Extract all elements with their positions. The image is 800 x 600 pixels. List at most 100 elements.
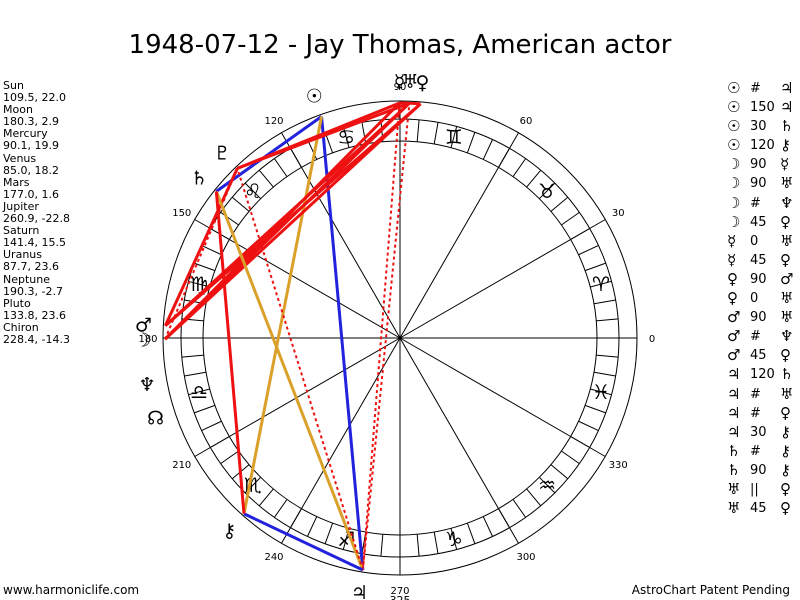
aspect-row: ♅ 45 ♀ — [727, 499, 797, 518]
aspect-planet-2: ♃ — [780, 98, 794, 117]
aspect-list: ☉ # ♃ ☉ 150 ♃ ☉ 30 ♄ ☉ 120 ⚷ ☽ 90 ☿ ☽ 90 ♅ ☽ # ♆ ☽ 45 ♀ ☿ 0 ♅ ☿ 45 ♀ ♀… — [727, 79, 797, 518]
aspect-planet-1: ☉ — [727, 117, 741, 136]
degree-tick — [380, 534, 384, 557]
chart-title: 1948-07-12 - Jay Thomas, American actor — [128, 30, 672, 60]
aspect-row: ☽ 90 ♅ — [727, 174, 797, 193]
degree-tick — [188, 280, 210, 288]
aspect-planet-1: ♀ — [727, 269, 738, 288]
aspect-symbol: 90 — [750, 157, 767, 173]
aspect-line-moon-pluto — [164, 167, 239, 340]
aspect-row: ♃ 120 ♄ — [727, 365, 797, 384]
planet-name: Venus — [3, 151, 37, 165]
aspect-planet-1: ♂ — [727, 346, 741, 365]
aspect-planet-1: ♃ — [727, 384, 741, 403]
degree-label-extra: 325 — [390, 594, 411, 600]
taurus-icon: ♉ — [538, 179, 556, 203]
moon-icon: ☽ — [134, 329, 151, 351]
house-spoke — [194, 219, 401, 339]
degree-tick — [578, 244, 599, 256]
aspect-row: ♂ 90 ♅ — [727, 308, 797, 327]
aspect-line-mercury-jupiter — [361, 102, 401, 571]
sun-icon: ☉ — [306, 86, 323, 108]
aspect-symbol: 0 — [750, 291, 759, 307]
aspect-planet-1: ☿ — [727, 250, 737, 269]
degree-tick — [550, 196, 569, 212]
aspect-planet-2: ⚷ — [780, 441, 791, 460]
degree-tick — [596, 318, 619, 322]
aspect-symbol: 90 — [750, 310, 767, 326]
aspect-planet-2: ♀ — [780, 346, 791, 365]
aspect-symbol: # — [750, 81, 761, 96]
aspect-line-saturn-chiron — [214, 191, 246, 514]
aspect-line-mars-pluto — [163, 167, 239, 327]
pisces-icon: ♓ — [592, 380, 610, 404]
degree-tick — [258, 488, 274, 507]
aspect-row: ☿ 45 ♀ — [727, 251, 797, 270]
degree-label: 300 — [516, 552, 535, 563]
aries-icon: ♈ — [592, 272, 610, 296]
aspect-planet-2: ♀ — [780, 212, 791, 231]
house-spoke — [399, 337, 519, 544]
capricorn-icon: ♑ — [445, 527, 463, 551]
planet-name: Moon — [3, 103, 33, 117]
aspect-symbol: 45 — [750, 348, 767, 364]
planet-coords: 141.4, 15.5 — [3, 236, 66, 250]
house-spoke — [399, 337, 606, 457]
degree-tick — [538, 182, 556, 200]
aspect-row: ♃ 30 ⚷ — [727, 423, 797, 442]
aspect-row: ☉ 120 ⚷ — [727, 136, 797, 155]
aspect-row: ♃ # ♅ — [727, 385, 797, 404]
node-icon: ☊ — [147, 407, 164, 429]
degree-tick — [596, 354, 619, 358]
aspect-line-moon-venus — [163, 102, 422, 341]
aspect-planet-1: ☽ — [727, 174, 741, 193]
mercury-icon: ☿ — [394, 71, 406, 93]
aspect-planet-2: ☿ — [780, 155, 790, 174]
degree-label: 0 — [649, 334, 655, 345]
aspect-symbol: 90 — [750, 462, 767, 478]
degree-tick — [450, 126, 458, 148]
jupiter-icon: ♃ — [351, 582, 368, 600]
degree-tick — [416, 119, 420, 142]
aspect-planet-1: ♅ — [727, 479, 741, 498]
aspect-planet-2: ♅ — [780, 231, 794, 250]
degree-tick — [188, 388, 210, 396]
aspect-planet-1: ♃ — [727, 365, 741, 384]
planet-name: Jupiter — [3, 199, 39, 213]
degree-tick — [433, 122, 439, 145]
aspect-row: ☉ # ♃ — [727, 79, 797, 98]
degree-tick — [512, 158, 527, 177]
degree-tick — [201, 244, 222, 256]
degree-label: 120 — [264, 116, 283, 127]
aspect-line-sun-jupiter — [320, 116, 365, 571]
degree-tick — [561, 211, 580, 226]
aspect-symbol: 45 — [750, 214, 767, 230]
degree-tick — [306, 516, 318, 537]
venus-icon: ♀ — [415, 72, 429, 94]
degree-tick — [181, 354, 204, 358]
aspect-lines — [163, 101, 422, 572]
degree-label: 180 — [138, 334, 157, 345]
degree-tick — [466, 522, 476, 544]
pluto-icon: ♇ — [214, 143, 231, 165]
aspect-row: ☉ 30 ♄ — [727, 117, 797, 136]
aspect-symbol: 120 — [750, 138, 775, 154]
aspect-planet-2: ♄ — [780, 117, 794, 136]
house-spoke — [281, 132, 401, 339]
aspect-planet-1: ☽ — [727, 155, 741, 174]
aspect-planet-2: ⚷ — [780, 460, 791, 479]
website-link[interactable]: www.harmoniclife.com — [3, 583, 140, 597]
house-spoke — [399, 132, 519, 339]
planet-name: Uranus — [3, 248, 42, 262]
degree-tick — [450, 528, 458, 550]
degree-tick — [194, 404, 216, 414]
aspect-row: ☽ 45 ♀ — [727, 213, 797, 232]
degree-tick — [361, 122, 367, 145]
degree-tick — [244, 182, 262, 200]
aspect-planet-1: ♄ — [727, 441, 741, 460]
aspect-planet-1: ♀ — [727, 289, 738, 308]
aspect-planet-1: ♄ — [727, 460, 741, 479]
planet-coords: 133.8, 23.6 — [3, 308, 66, 322]
aspect-line-jupiter-pluto — [236, 168, 364, 571]
